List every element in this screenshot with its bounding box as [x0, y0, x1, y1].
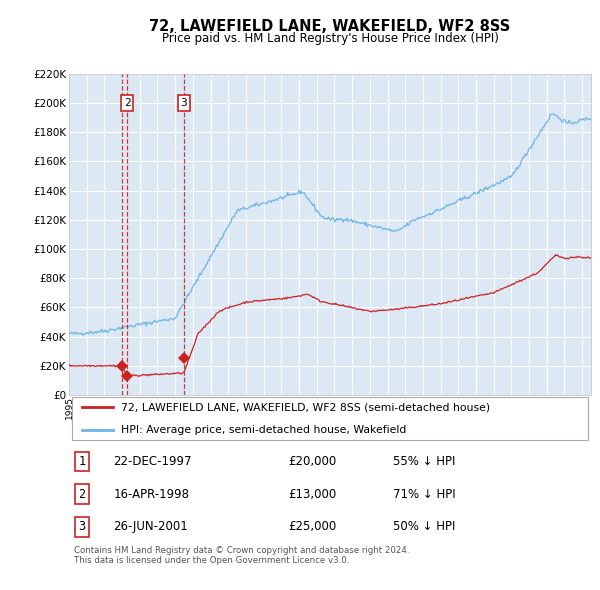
Text: 72, LAWEFIELD LANE, WAKEFIELD, WF2 8SS: 72, LAWEFIELD LANE, WAKEFIELD, WF2 8SS — [149, 19, 511, 34]
Text: £13,000: £13,000 — [288, 488, 337, 501]
Text: 50% ↓ HPI: 50% ↓ HPI — [392, 520, 455, 533]
Text: 3: 3 — [79, 520, 86, 533]
Text: 26-JUN-2001: 26-JUN-2001 — [113, 520, 188, 533]
Text: 16-APR-1998: 16-APR-1998 — [113, 488, 190, 501]
Text: £25,000: £25,000 — [288, 520, 337, 533]
Text: 72, LAWEFIELD LANE, WAKEFIELD, WF2 8SS (semi-detached house): 72, LAWEFIELD LANE, WAKEFIELD, WF2 8SS (… — [121, 402, 490, 412]
Text: Contains HM Land Registry data © Crown copyright and database right 2024.
This d: Contains HM Land Registry data © Crown c… — [74, 546, 410, 565]
Text: 1: 1 — [79, 455, 86, 468]
Text: £20,000: £20,000 — [288, 455, 337, 468]
Text: 2: 2 — [79, 488, 86, 501]
Text: 71% ↓ HPI: 71% ↓ HPI — [392, 488, 455, 501]
Text: 22-DEC-1997: 22-DEC-1997 — [113, 455, 192, 468]
Text: Price paid vs. HM Land Registry's House Price Index (HPI): Price paid vs. HM Land Registry's House … — [161, 32, 499, 45]
Text: 2: 2 — [124, 98, 131, 108]
Text: 3: 3 — [181, 98, 187, 108]
Text: HPI: Average price, semi-detached house, Wakefield: HPI: Average price, semi-detached house,… — [121, 425, 407, 435]
Text: 55% ↓ HPI: 55% ↓ HPI — [392, 455, 455, 468]
FancyBboxPatch shape — [71, 397, 589, 440]
